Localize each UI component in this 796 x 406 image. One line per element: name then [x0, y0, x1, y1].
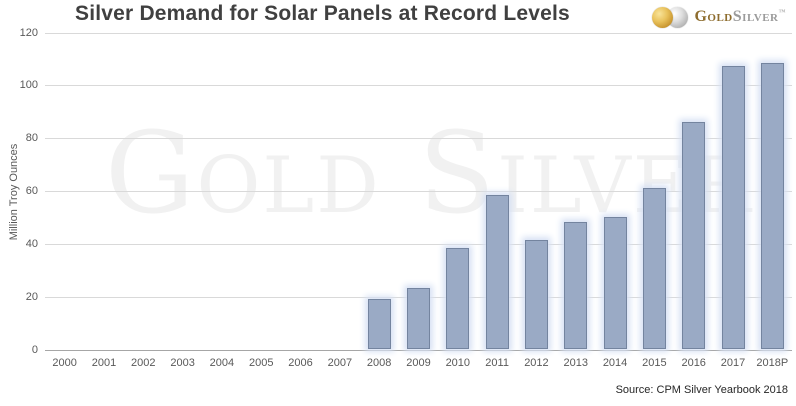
bar-2009	[407, 287, 430, 349]
x-tick-label-2010: 2010	[445, 357, 471, 369]
x-tick-label-2009: 2009	[406, 357, 431, 369]
gridline-y-100	[45, 85, 792, 87]
y-tick-label-60: 60	[25, 185, 38, 197]
x-tick-label-2008: 2008	[366, 357, 392, 369]
bar-2016	[682, 121, 706, 349]
x-tick-label-2017: 2017	[720, 357, 746, 369]
x-tick-label-2014: 2014	[602, 357, 628, 369]
x-tick-label-2003: 2003	[170, 357, 195, 369]
bar-2017	[721, 66, 745, 349]
gridline-y-80	[45, 138, 792, 140]
bar-2010	[446, 248, 470, 349]
watermark: Gold Silver	[105, 109, 753, 239]
x-tick-label-2018P: 2018P	[756, 357, 789, 369]
plot-area	[45, 32, 792, 351]
chart-title: Silver Demand for Solar Panels at Record…	[75, 2, 570, 25]
gold-coin-icon	[652, 6, 674, 28]
gridline-y-120	[45, 32, 792, 34]
x-tick-label-2000: 2000	[52, 357, 77, 369]
x-tick-label-2012: 2012	[524, 357, 549, 369]
y-tick-label-80: 80	[25, 132, 38, 145]
source-note: Source: CPM Silver Yearbook 2018	[615, 384, 788, 396]
x-tick-label-2011: 2011	[485, 357, 509, 369]
x-tick-label-2006: 2006	[288, 357, 313, 369]
x-tick-label-2004: 2004	[209, 357, 235, 369]
gridline-y-40	[45, 243, 792, 245]
bar-2015	[642, 187, 666, 349]
y-tick-label-20: 20	[25, 290, 38, 303]
bar-2008	[367, 298, 391, 349]
gridline-y-60	[45, 191, 792, 192]
x-tick-label-2002: 2002	[131, 357, 156, 369]
y-tick-label-40: 40	[25, 237, 38, 250]
y-tick-label-100: 100	[19, 79, 38, 92]
bar-2018P	[760, 63, 784, 349]
bar-2014	[603, 216, 627, 349]
x-tick-label-2001: 2001	[91, 357, 117, 369]
silver-coin-icon	[667, 6, 689, 28]
y-tick-label-120: 120	[19, 26, 38, 39]
goldsilver-logo: GoldSilver™	[652, 4, 786, 30]
x-tick-label-2013: 2013	[563, 357, 588, 369]
x-axis-labels: 2000 2001 2002 2003 2004 2005 2006 2007 2008 2009…	[45, 357, 792, 371]
logo-silver-text: Silver	[732, 8, 779, 25]
logo-gold-text: Gold	[694, 8, 733, 25]
trademark-symbol: ™	[778, 8, 786, 16]
bar-2012	[524, 240, 548, 349]
x-tick-label-2016: 2016	[681, 357, 706, 369]
x-tick-label-2015: 2015	[642, 357, 667, 369]
bar-2013	[564, 221, 588, 349]
y-tick-label-0: 0	[31, 343, 38, 356]
gridline-y-0	[45, 349, 792, 351]
logo-wordmark: GoldSilver™	[694, 8, 786, 26]
x-tick-label-2007: 2007	[327, 357, 353, 369]
y-axis-ticks: 0 20 40 60 80 100 120	[0, 27, 38, 356]
x-tick-label-2005: 2005	[248, 357, 274, 369]
bar-2011	[485, 195, 509, 349]
